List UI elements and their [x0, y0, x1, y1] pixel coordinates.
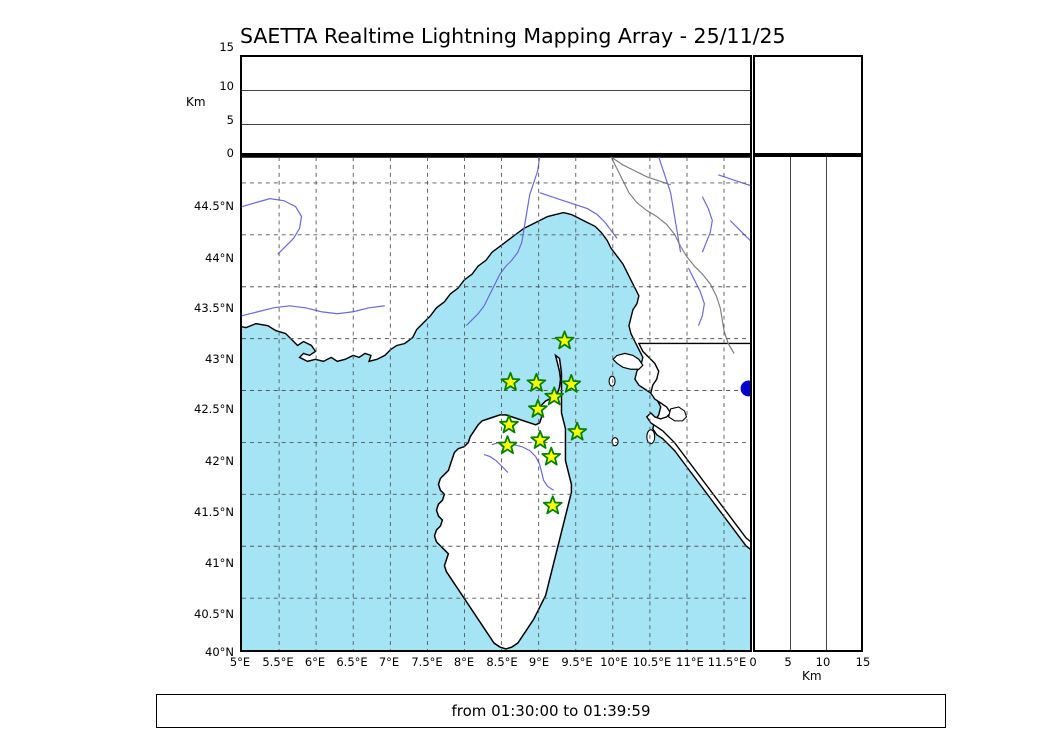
- map-xtick-6.5: 6.5°E: [336, 655, 368, 669]
- river-var: [701, 196, 713, 253]
- island-giglio: [668, 406, 688, 422]
- map-xtick-5: 5°E: [229, 655, 251, 669]
- map-xtick-6: 6°E: [304, 655, 326, 669]
- top-panel-ylabel: Km: [186, 95, 206, 109]
- station-marker[interactable]: [541, 446, 562, 466]
- map-ytick-40: 40°N: [205, 645, 234, 659]
- map-ytick-43: 43°N: [205, 352, 234, 366]
- river-corsica-tavignano: [483, 454, 509, 473]
- top-panel-ytick-5: 5: [226, 113, 234, 127]
- map-xtick-9.5: 9.5°E: [561, 655, 593, 669]
- map-ytick-42.5: 42.5°N: [194, 402, 234, 416]
- map-xtick-7: 7°E: [378, 655, 400, 669]
- station-marker[interactable]: [497, 435, 518, 455]
- map-xtick-10.5: 10.5°E: [632, 655, 672, 669]
- corner-panel: [753, 55, 863, 155]
- landmass-continental-europe: [242, 157, 750, 550]
- station-marker[interactable]: [544, 386, 565, 406]
- station-markers-layer: [497, 330, 588, 515]
- station-marker[interactable]: [528, 398, 548, 418]
- right-panel-xtick-0: 0: [749, 655, 757, 669]
- map-xtick-5.5: 5.5°E: [262, 655, 294, 669]
- station-marker[interactable]: [526, 372, 547, 392]
- map-canvas: [242, 157, 750, 650]
- island-capraia: [608, 375, 616, 387]
- top-panel-ytick-0: 0: [226, 146, 234, 160]
- landmass-corsica: [433, 353, 573, 650]
- station-marker[interactable]: [554, 330, 575, 350]
- map-xtick-8.5: 8.5°E: [486, 655, 518, 669]
- station-marker[interactable]: [567, 421, 588, 441]
- gridline-5km: [242, 123, 750, 125]
- station-marker[interactable]: [499, 414, 519, 434]
- map-svg: [242, 157, 750, 650]
- island-montecristo: [646, 429, 656, 445]
- map-panel[interactable]: [240, 155, 752, 652]
- map-ytick-42: 42°N: [205, 454, 234, 468]
- map-xtick-9: 9°E: [528, 655, 550, 669]
- river-south-fr: [242, 305, 385, 317]
- island-pianosa: [611, 437, 619, 447]
- station-marker[interactable]: [542, 495, 563, 515]
- river-arno: [729, 220, 750, 242]
- gridline-right-10km: [825, 157, 827, 650]
- time-range-text: from 01:30:00 to 01:39:59: [451, 702, 651, 720]
- map-ytick-40.5: 40.5°N: [194, 607, 234, 621]
- river-saone: [658, 157, 682, 253]
- right-panel-xtick-10: 10: [815, 655, 831, 669]
- map-ytick-41: 41°N: [205, 556, 234, 570]
- map-ytick-44: 44°N: [205, 251, 234, 265]
- page-title: SAETTA Realtime Lightning Mapping Array …: [240, 24, 786, 48]
- map-ytick-43.5: 43.5°N: [194, 301, 234, 315]
- map-xtick-10: 10°E: [600, 655, 628, 669]
- river-rhone: [465, 157, 541, 327]
- gridline-10km: [242, 90, 750, 92]
- admin-borders-layer: [610, 157, 735, 354]
- right-panel-xlabel: Km: [802, 669, 822, 683]
- time-range-statusbar: from 01:30:00 to 01:39:59: [156, 694, 946, 728]
- altitude-vs-longitude-panel: [240, 55, 752, 155]
- river-durance: [539, 192, 618, 239]
- event-markers-layer: [740, 380, 750, 397]
- altitude-vs-latitude-panel: [753, 155, 863, 652]
- gridline-right-5km: [790, 157, 792, 650]
- map-xtick-11.5: 11.5°E: [707, 655, 747, 669]
- island-elba: [612, 352, 644, 370]
- top-panel-ytick-10: 10: [219, 79, 234, 93]
- right-panel-xtick-15: 15: [855, 655, 871, 669]
- map-ytick-44.5: 44.5°N: [194, 199, 234, 213]
- lightning-event-marker[interactable]: [740, 380, 750, 397]
- map-xtick-11: 11°E: [676, 655, 704, 669]
- station-marker[interactable]: [530, 430, 550, 449]
- right-panel-xtick-5: 5: [784, 655, 792, 669]
- map-gridlines: [242, 157, 750, 650]
- border-fr-ch: [610, 157, 671, 186]
- station-marker[interactable]: [561, 373, 582, 393]
- top-panel-ytick-15: 15: [219, 40, 234, 54]
- river-tiber: [687, 267, 705, 326]
- map-xtick-7.5: 7.5°E: [411, 655, 443, 669]
- river-po: [718, 174, 750, 187]
- station-marker[interactable]: [500, 371, 521, 391]
- map-ytick-41.5: 41.5°N: [194, 505, 234, 519]
- border-fr-it: [610, 157, 735, 354]
- river-alps-left: [242, 198, 303, 255]
- map-xtick-8: 8°E: [453, 655, 475, 669]
